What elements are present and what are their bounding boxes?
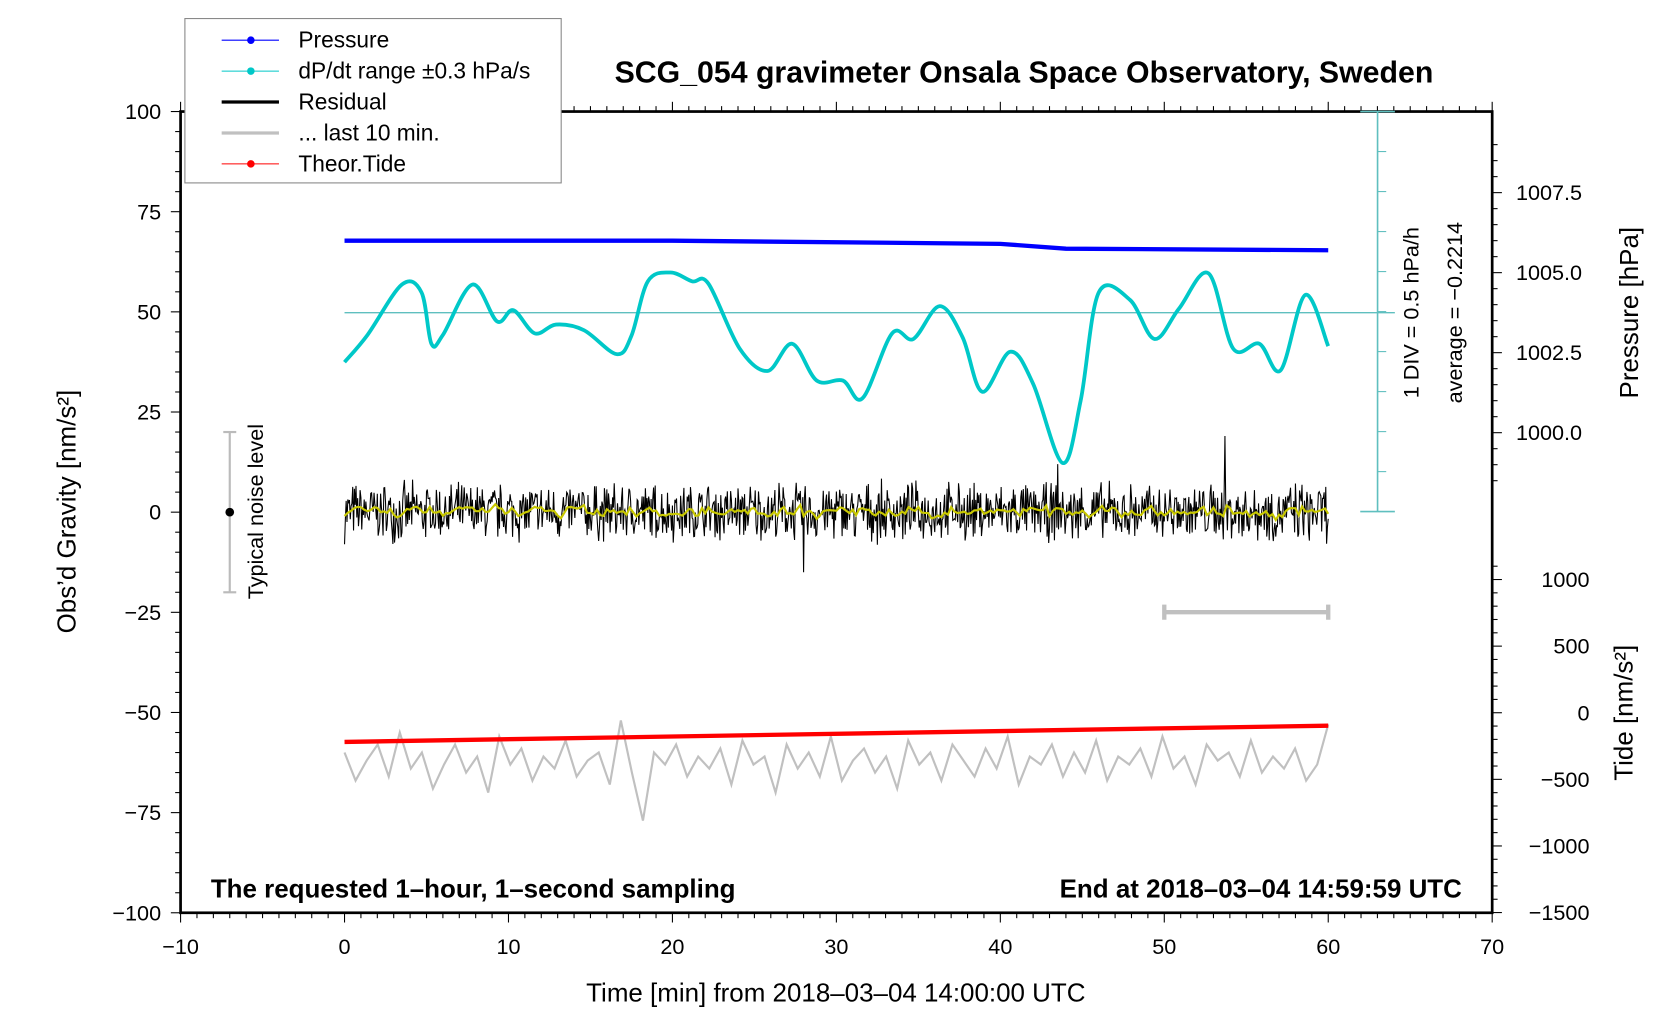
tide-tick-label: 0 xyxy=(1577,700,1589,725)
legend-marker xyxy=(247,67,255,75)
noise-level-label: Typical noise level xyxy=(243,424,268,599)
y-left-tick-label: 50 xyxy=(137,299,161,324)
tide-tick-label: −1000 xyxy=(1529,834,1590,859)
dpdt-line xyxy=(343,270,1330,465)
x-tick-label: 0 xyxy=(339,934,351,959)
y-left-tick-label: −25 xyxy=(124,600,161,625)
legend-label: Pressure xyxy=(298,27,389,53)
x-tick-label: 60 xyxy=(1316,934,1340,959)
legend-label: ... last 10 min. xyxy=(298,120,439,146)
axes: −10 0 10 20 30 40 50 60 701007550250−25−50−75−10… xyxy=(112,99,1589,959)
legend: Pressure dP/dt range ±0.3 hPa/s Residual..… xyxy=(184,18,562,184)
pressure-tick-label: 1002.5 xyxy=(1516,340,1582,365)
legend-marker xyxy=(247,36,255,44)
dpdt-average-label: average = −0.2214 xyxy=(1442,222,1467,403)
x-axis-label: Time [min] from 2018–03–04 14:00:00 UTC xyxy=(586,979,1085,1007)
x-tick-label: 40 xyxy=(988,934,1012,959)
noise-level-dot xyxy=(225,507,235,517)
y-left-tick-label: 0 xyxy=(149,500,161,525)
tide-line xyxy=(344,723,1329,745)
x-tick-label: 30 xyxy=(824,934,848,959)
tide-tick-label: −500 xyxy=(1541,767,1590,792)
y-left-tick-label: 100 xyxy=(125,99,161,124)
y-left-tick-label: −100 xyxy=(112,900,161,925)
legend-label: dP/dt range ±0.3 hPa/s xyxy=(298,58,530,84)
residual-line xyxy=(343,436,1329,573)
x-tick-label: 10 xyxy=(496,934,520,959)
y-left-tick-label: 75 xyxy=(137,199,161,224)
y-left-tick-label: −50 xyxy=(124,700,161,725)
legend-label: Residual xyxy=(298,89,386,115)
y-left-axis-label: Obs’d Gravity [nm/s²] xyxy=(54,390,82,634)
y-left-tick-label: 25 xyxy=(137,400,161,425)
x-tick-label: 50 xyxy=(1152,934,1176,959)
tide-tick-label: 500 xyxy=(1553,634,1589,659)
x-tick-label: 70 xyxy=(1480,934,1504,959)
y-left-tick-label: −75 xyxy=(124,800,161,825)
legend-label: Theor.Tide xyxy=(298,150,406,176)
pressure-axis-label: Pressure [hPa] xyxy=(1616,227,1644,399)
pressure-tick-label: 1005.0 xyxy=(1516,260,1582,285)
tide-tick-label: −1500 xyxy=(1529,900,1590,925)
chart-title: SCG_054 gravimeter Onsala Space Observat… xyxy=(615,56,1434,89)
tide-tick-label: 1000 xyxy=(1541,567,1589,592)
x-tick-label: −10 xyxy=(162,934,199,959)
sampling-note: The requested 1–hour, 1–second sampling xyxy=(211,876,736,904)
legend-marker xyxy=(247,160,255,168)
pressure-tick-label: 1007.5 xyxy=(1516,180,1582,205)
last10-line xyxy=(343,720,1330,821)
series xyxy=(223,238,1331,821)
dpdt-scale-label: 1 DIV = 0.5 hPa/h xyxy=(1399,227,1424,398)
x-tick-label: 20 xyxy=(660,934,684,959)
residual-smoothed-line xyxy=(343,502,1330,523)
tide-axis-label: Tide [nm/s²] xyxy=(1611,645,1639,781)
end-time-note: End at 2018–03–04 14:59:59 UTC xyxy=(1060,876,1463,904)
pressure-tick-label: 1000.0 xyxy=(1516,420,1582,445)
pressure-line xyxy=(344,238,1329,253)
